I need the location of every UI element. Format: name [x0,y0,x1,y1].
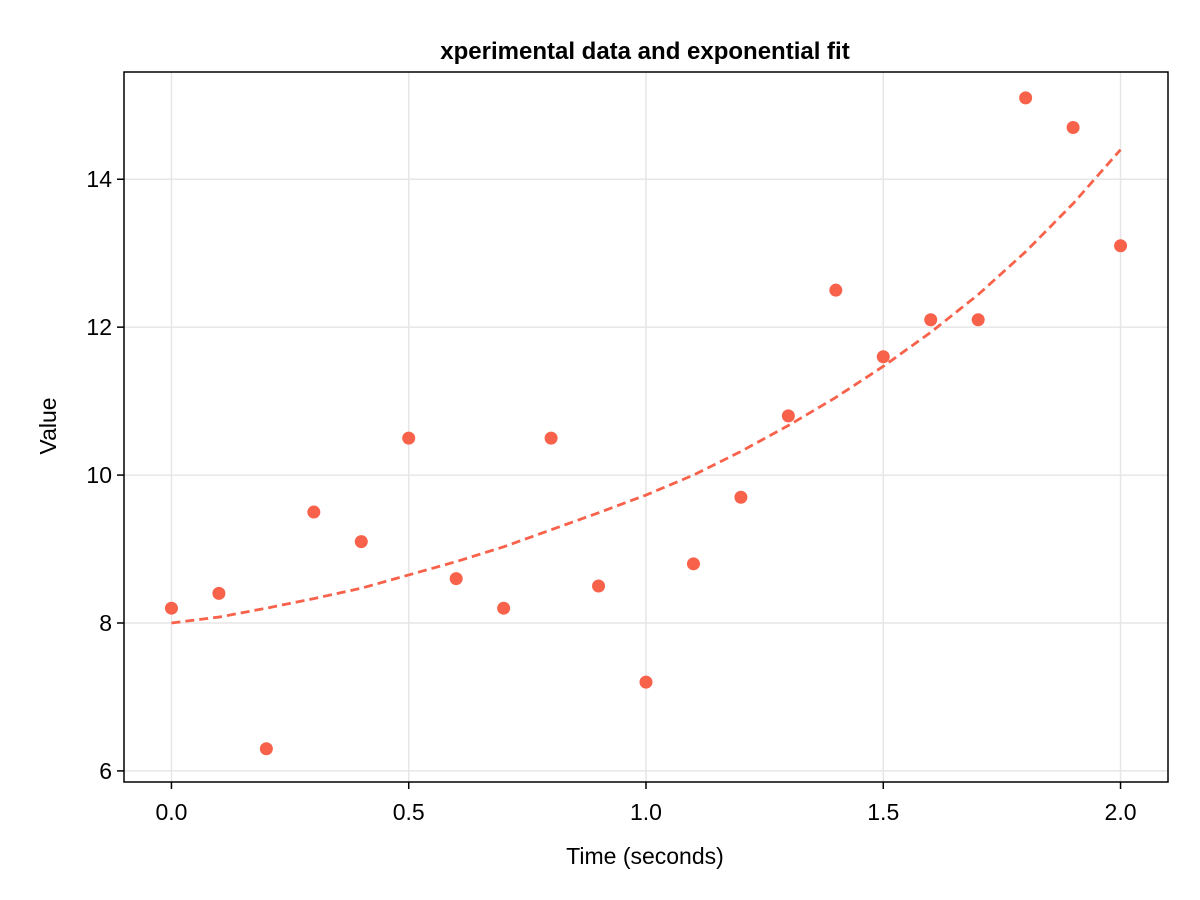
data-point [402,431,416,445]
fit-line-layer [171,148,1122,625]
data-point [212,586,226,600]
data-point [971,313,985,327]
data-point [449,572,463,586]
y-tick-label: 10 [86,462,112,488]
x-tick-label: 0.5 [393,799,425,825]
data-point [924,313,938,327]
data-point [1114,239,1128,253]
data-point [544,431,558,445]
x-tick-label: 2.0 [1105,799,1137,825]
data-point [829,283,843,297]
data-point [164,601,178,615]
ticks: 0.0 0.5 1.0 1.5 2.0 6 8 10 12 14 [86,166,1136,825]
data-point [1066,120,1080,134]
data-point [781,409,795,423]
data-point [354,535,368,549]
y-tick-label: 14 [86,166,112,192]
data-point [592,579,606,593]
y-tick-label: 8 [99,610,112,636]
data-point [639,675,653,689]
y-tick-label: 12 [86,314,112,340]
fit-line [171,148,1122,625]
x-tick-label: 1.5 [867,799,899,825]
data-point [307,505,321,519]
data-point [686,557,700,571]
data-point [497,601,511,615]
data-point [876,350,890,364]
chart-title: xperimental data and exponential fit [440,38,849,65]
data-point [1019,91,1033,105]
data-point [734,490,748,504]
x-axis-label: Time (seconds) [566,843,724,869]
y-tick-label: 6 [99,758,112,784]
x-tick-label: 0.0 [155,799,187,825]
data-point [259,742,273,756]
y-axis-label: Value [35,397,61,454]
x-tick-label: 1.0 [630,799,662,825]
grid [124,72,1168,782]
points-layer [164,91,1128,756]
